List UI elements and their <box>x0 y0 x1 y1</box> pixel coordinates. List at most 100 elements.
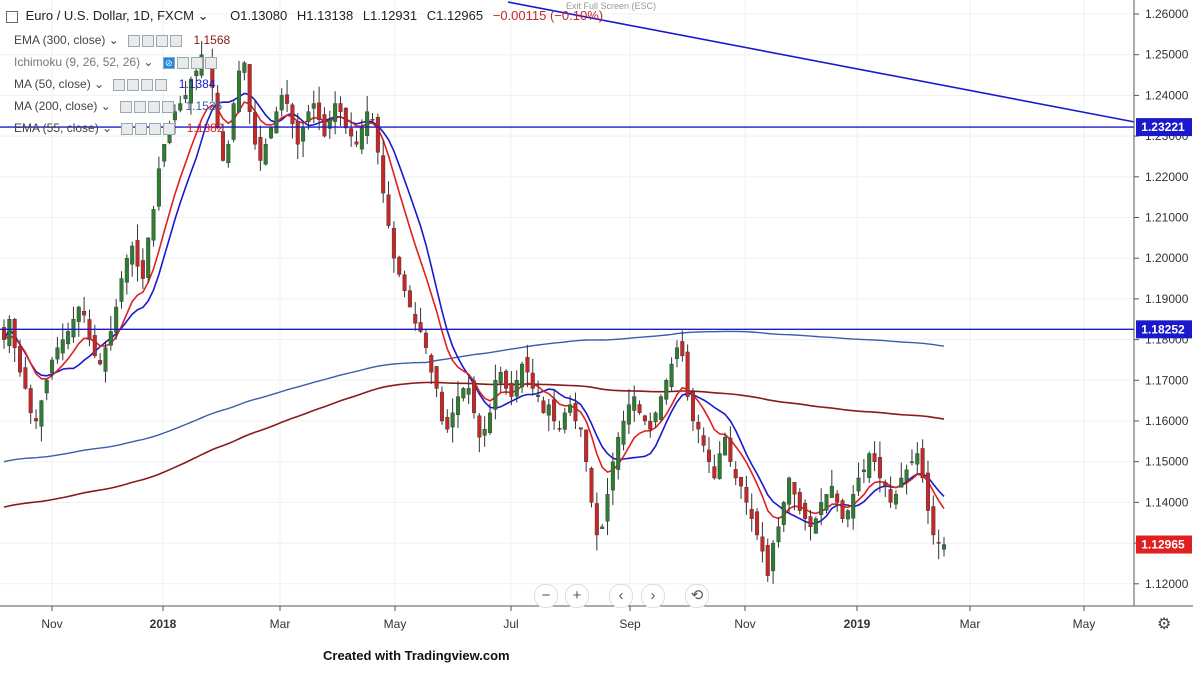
candle-down <box>701 435 706 446</box>
hidden-eye-icon[interactable]: ⊘ <box>162 56 175 69</box>
candle-up <box>466 388 471 395</box>
scroll-right-button[interactable]: › <box>641 584 665 608</box>
candle-up <box>327 119 332 129</box>
eye-icon[interactable] <box>113 78 126 91</box>
symbol-title[interactable]: Euro / U.S. Dollar, 1D, FXCM <box>25 8 194 23</box>
scroll-left-button[interactable]: ‹ <box>609 584 633 608</box>
candle-down <box>23 367 28 389</box>
candle-up <box>546 404 551 416</box>
candle-down <box>2 327 6 340</box>
candle-down <box>477 415 482 438</box>
candle-up <box>71 319 76 338</box>
indicator-ema55[interactable]: EMA (55, close) ⌄ 1.1382 <box>14 120 224 136</box>
candle-down <box>12 318 17 348</box>
candle-up <box>301 127 306 142</box>
indicator-ma200[interactable]: MA (200, close) ⌄ 1.1526 <box>14 98 222 114</box>
candle-down <box>370 119 375 121</box>
candle-down <box>423 332 428 348</box>
candle-down <box>317 102 322 121</box>
candle-down <box>536 394 541 397</box>
candle-up <box>616 437 621 470</box>
candle-down <box>397 256 402 275</box>
candle-up <box>819 502 824 515</box>
candle-down <box>888 489 893 503</box>
plus-icon[interactable] <box>156 34 169 47</box>
reset-chart-button[interactable]: ⟲ <box>685 584 709 608</box>
candle-up <box>156 168 161 207</box>
plus-icon[interactable] <box>149 122 162 135</box>
chevron-down-icon[interactable]: ⌄ <box>108 33 119 47</box>
gear-icon[interactable]: ⚙ <box>1157 616 1172 633</box>
candle-up <box>146 237 151 278</box>
candle-up <box>658 396 663 420</box>
candle-up <box>632 396 637 411</box>
indicator-ema300[interactable]: EMA (300, close) ⌄ 1.1568 <box>14 32 230 48</box>
gear-icon[interactable] <box>142 34 155 47</box>
candle-down <box>877 457 882 479</box>
zoom-out-button[interactable]: − <box>534 584 558 608</box>
candle-down <box>82 311 87 316</box>
candle-down <box>835 493 840 503</box>
indicator-ma50[interactable]: MA (50, close) ⌄ 1.1384 <box>14 76 216 92</box>
close-icon[interactable] <box>162 100 175 113</box>
candle-down <box>920 448 925 479</box>
gear-icon[interactable] <box>176 56 189 69</box>
chevron-down-icon[interactable]: ⌄ <box>197 8 209 23</box>
candle-up <box>829 485 834 498</box>
candle-up <box>66 331 71 345</box>
x-tick-label: Mar <box>270 617 291 631</box>
candle-down <box>872 453 877 462</box>
candle-up <box>39 400 44 427</box>
indicator-controls[interactable] <box>113 76 169 92</box>
collapse-icon[interactable] <box>6 10 18 23</box>
gear-icon[interactable] <box>135 122 148 135</box>
candle-up <box>856 477 861 492</box>
chevron-down-icon[interactable]: ⌄ <box>94 77 105 91</box>
candle-up <box>562 412 567 430</box>
indicator-controls[interactable] <box>120 98 176 114</box>
y-tick-label: 1.22000 <box>1145 170 1189 184</box>
candle-down <box>343 107 348 129</box>
y-tick-label: 1.17000 <box>1145 373 1189 387</box>
chevron-down-icon[interactable]: ⌄ <box>102 121 113 135</box>
chevron-down-icon[interactable]: ⌄ <box>143 55 154 69</box>
eye-icon[interactable] <box>128 34 141 47</box>
candle-down <box>338 103 343 112</box>
y-tick-label: 1.12000 <box>1145 577 1189 591</box>
close-icon[interactable] <box>204 56 217 69</box>
candle-up <box>263 144 268 165</box>
candle-up <box>44 380 49 394</box>
plus-icon[interactable] <box>141 78 154 91</box>
chevron-down-icon[interactable]: ⌄ <box>100 99 111 113</box>
gear-icon[interactable] <box>134 100 147 113</box>
zoom-in-button[interactable]: + <box>565 584 589 608</box>
candle-up <box>188 78 193 104</box>
close-icon[interactable] <box>155 78 168 91</box>
candle-up <box>55 347 60 360</box>
indicator-controls[interactable] <box>128 32 184 48</box>
gear-icon[interactable] <box>127 78 140 91</box>
exit-fullscreen-hint[interactable]: Exit Full Screen (ESC) <box>566 1 657 11</box>
candle-up <box>674 347 679 360</box>
candle-up <box>151 209 156 241</box>
eye-icon[interactable] <box>120 100 133 113</box>
indicator-ichimoku[interactable]: Ichimoku (9, 26, 52, 26) ⌄ ⊘ <box>14 54 219 70</box>
candle-down <box>375 117 380 153</box>
plus-icon[interactable] <box>148 100 161 113</box>
y-tick-label: 1.19000 <box>1145 292 1189 306</box>
candle-up <box>359 127 364 150</box>
close-icon[interactable] <box>163 122 176 135</box>
close-icon[interactable] <box>170 34 183 47</box>
time-axis[interactable]: Nov 2018 Mar May Jul Sep Nov 2019 Mar May <box>41 606 1095 631</box>
plus-icon[interactable] <box>190 56 203 69</box>
candle-down <box>589 468 594 503</box>
last-price-text: 1.12965 <box>1141 538 1185 552</box>
candle-up <box>605 494 610 522</box>
indicator-controls[interactable] <box>121 120 177 136</box>
candle-up <box>514 380 519 397</box>
candle-down <box>247 64 252 112</box>
eye-icon[interactable] <box>121 122 134 135</box>
indicator-controls[interactable]: ⊘ <box>162 54 219 70</box>
